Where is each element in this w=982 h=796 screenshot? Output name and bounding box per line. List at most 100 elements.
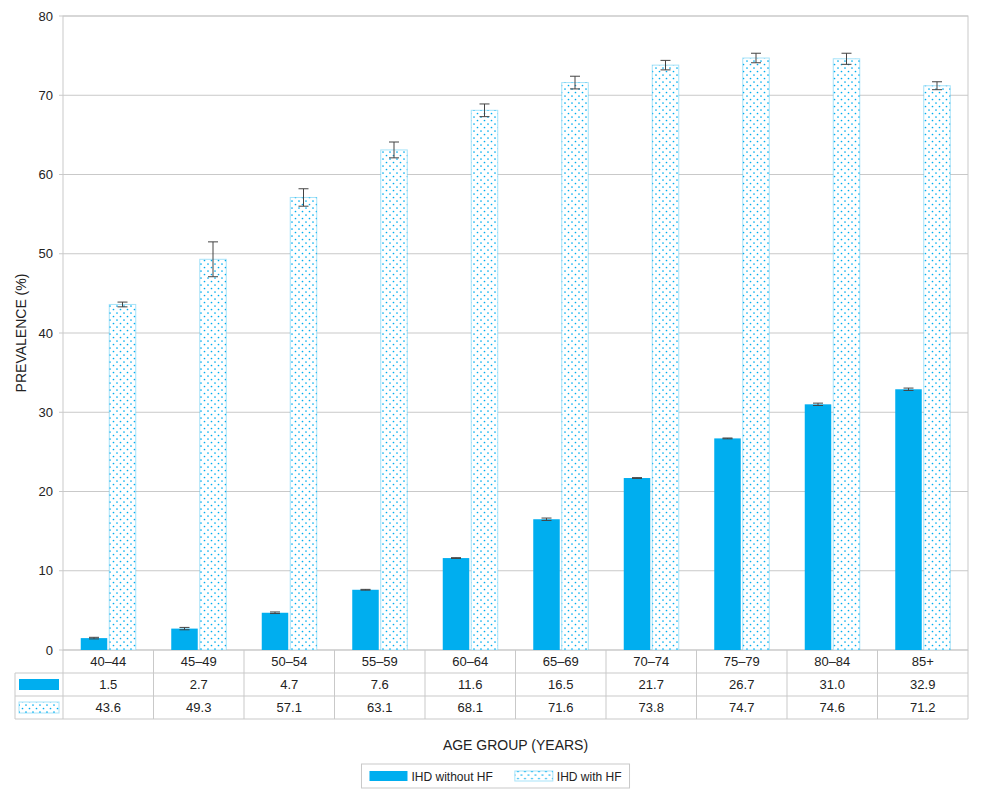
error-bar (813, 403, 823, 405)
y-tick (59, 570, 63, 571)
error-stem (575, 76, 576, 89)
y-axis-label: PREVALENCE (%) (13, 274, 29, 393)
y-tick-label: 20 (39, 484, 53, 499)
error-bar (542, 518, 552, 520)
x-tick-label: 45–49 (181, 654, 217, 669)
error-stem (394, 142, 395, 158)
bar (352, 590, 379, 650)
x-tick-label: 65–69 (543, 654, 579, 669)
grid-line (63, 333, 968, 334)
grid-line (63, 95, 968, 96)
error-bar (932, 82, 942, 90)
legend-label: IHD with HF (557, 770, 622, 784)
grid-line (63, 570, 968, 571)
error-cap (661, 60, 671, 61)
error-bar (270, 612, 280, 614)
error-cap (480, 116, 490, 117)
y-tick-label: 80 (39, 9, 53, 24)
error-cap (451, 557, 461, 558)
x-tick-label: 75–79 (724, 654, 760, 669)
table-line (15, 673, 968, 674)
bar (652, 65, 679, 650)
error-bar (299, 189, 309, 206)
data-label: 1.5 (99, 677, 117, 692)
error-bar (480, 104, 490, 117)
error-cap (542, 520, 552, 521)
table-line (15, 696, 968, 697)
error-bar (723, 438, 733, 440)
error-cap (842, 53, 852, 54)
bar (533, 519, 560, 650)
error-bar (389, 142, 399, 158)
error-cap (904, 388, 914, 389)
error-bar (361, 589, 371, 591)
legend-label: IHD without HF (411, 770, 492, 784)
error-cap (208, 241, 218, 242)
data-label: 63.1 (367, 700, 392, 715)
error-cap (751, 62, 761, 63)
bar (924, 86, 951, 650)
data-table: 40–4445–4950–5455–5960–6465–6970–7475–79… (15, 650, 968, 719)
error-cap (723, 438, 733, 439)
bar (805, 404, 832, 650)
data-label: 68.1 (458, 700, 483, 715)
error-cap (361, 590, 371, 591)
x-tick-label: 40–44 (90, 654, 126, 669)
error-cap (118, 306, 128, 307)
error-cap (632, 477, 642, 478)
table-line (696, 650, 697, 719)
data-label: 73.8 (639, 700, 664, 715)
error-cap (751, 53, 761, 54)
error-cap (661, 69, 671, 70)
error-cap (723, 438, 733, 439)
error-bar (89, 637, 99, 639)
error-stem (756, 53, 757, 63)
data-label: 4.7 (280, 677, 298, 692)
table-line (968, 650, 969, 719)
error-bar (661, 60, 671, 70)
table-line (334, 650, 335, 719)
x-tick-label: 55–59 (362, 654, 398, 669)
error-cap (208, 276, 218, 277)
bar (81, 638, 108, 650)
table-line (606, 650, 607, 719)
bar (171, 629, 198, 650)
error-bar (570, 76, 580, 89)
x-tick-label: 60–64 (452, 654, 488, 669)
error-cap (632, 478, 642, 479)
y-tick (59, 95, 63, 96)
data-label: 11.6 (458, 677, 482, 692)
data-label: 43.6 (96, 700, 121, 715)
bar (743, 58, 770, 650)
y-tick-label: 0 (46, 643, 53, 658)
data-label: 57.1 (277, 700, 302, 715)
data-label: 74.6 (820, 700, 845, 715)
table-line (15, 719, 968, 720)
error-stem (665, 60, 666, 70)
y-tick-label: 10 (39, 563, 53, 578)
error-stem (846, 53, 847, 64)
error-cap (480, 103, 490, 104)
table-line (244, 650, 245, 719)
legend-swatch (515, 771, 553, 781)
grid-line (63, 491, 968, 492)
error-cap (89, 638, 99, 639)
bar (200, 259, 227, 650)
bar (290, 197, 317, 650)
error-bar (180, 627, 190, 629)
error-stem (937, 82, 938, 90)
error-cap (389, 142, 399, 143)
y-tick (59, 650, 63, 651)
data-label: 7.6 (371, 677, 389, 692)
error-cap (842, 64, 852, 65)
bars (81, 53, 951, 650)
error-cap (451, 558, 461, 559)
error-bar (208, 242, 218, 277)
error-cap (570, 88, 580, 89)
table-line (15, 673, 16, 719)
x-tick-label: 85+ (912, 654, 934, 669)
error-bar (904, 388, 914, 390)
y-tick (59, 333, 63, 334)
error-stem (213, 242, 214, 277)
plot-frame (63, 16, 968, 650)
